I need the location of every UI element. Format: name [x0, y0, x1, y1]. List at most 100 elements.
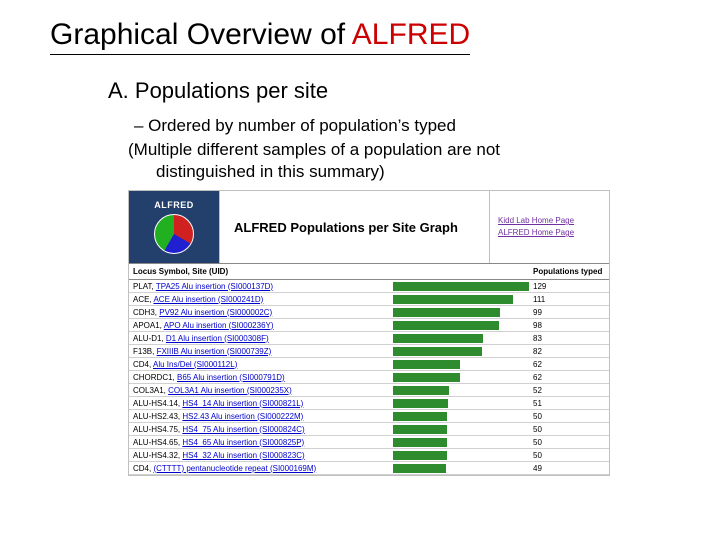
table-row: ACE, ACE Alu insertion (SI000241D)111 — [129, 293, 609, 306]
alfred-logo: ALFRED — [129, 191, 219, 263]
locus-link[interactable]: HS4_14 Alu insertion (SI000821L) — [182, 399, 303, 408]
graph-header: ALFRED ALFRED Populations per Site Graph… — [129, 191, 609, 263]
pop-value: 111 — [529, 293, 609, 306]
bar — [393, 412, 447, 421]
locus-prefix: ALU-D1, — [133, 334, 166, 343]
bar — [393, 438, 447, 447]
locus-cell: ALU-HS4.75, HS4_75 Alu insertion (SI0008… — [129, 423, 389, 436]
pop-value: 82 — [529, 345, 609, 358]
logo-text: ALFRED — [154, 200, 194, 210]
locus-link[interactable]: HS4_75 Alu insertion (SI000824C) — [182, 425, 304, 434]
locus-cell: ALU-D1, D1 Alu insertion (SI000308F) — [129, 332, 389, 345]
table-row: APOA1, APO Alu insertion (SI000236Y)98 — [129, 319, 609, 332]
bar-cell — [389, 332, 529, 345]
bar-cell — [389, 436, 529, 449]
bar — [393, 321, 499, 330]
locus-cell: APOA1, APO Alu insertion (SI000236Y) — [129, 319, 389, 332]
table-row: CD4, Alu Ins/Del (SI000112L) 62 — [129, 358, 609, 371]
locus-cell: ALU-HS4.65, HS4_65 Alu insertion (SI0008… — [129, 436, 389, 449]
bar-cell — [389, 397, 529, 410]
locus-link[interactable]: HS2.43 Alu insertion (SI000222M) — [182, 412, 303, 421]
link-lab-home[interactable]: Kidd Lab Home Page — [498, 215, 601, 227]
locus-link[interactable]: HS4_32 Alu insertion (SI000823C) — [182, 451, 304, 460]
bar-cell — [389, 423, 529, 436]
locus-prefix: ALU-HS4.14, — [133, 399, 182, 408]
locus-prefix: ALU-HS2.43, — [133, 412, 182, 421]
bar — [393, 425, 447, 434]
table-row: ALU-D1, D1 Alu insertion (SI000308F) 83 — [129, 332, 609, 345]
pop-value: 51 — [529, 397, 609, 410]
table-row: F13B, FXIIIB Alu insertion (SI000739Z) 82 — [129, 345, 609, 358]
locus-cell: F13B, FXIIIB Alu insertion (SI000739Z) — [129, 345, 389, 358]
locus-prefix: ALU-HS4.75, — [133, 425, 182, 434]
bar-cell — [389, 462, 529, 475]
populations-table: Locus Symbol, Site (UID) Populations typ… — [129, 263, 609, 475]
locus-prefix: CD4, — [133, 464, 153, 473]
col-header-locus: Locus Symbol, Site (UID) — [129, 264, 389, 280]
col-header-pop: Populations typed — [529, 264, 609, 280]
locus-prefix: F13B, — [133, 347, 157, 356]
title-highlight: ALFRED — [352, 18, 470, 51]
pie-icon — [154, 214, 194, 254]
embedded-graph: ALFRED ALFRED Populations per Site Graph… — [128, 190, 610, 476]
locus-prefix: CHORDC1, — [133, 373, 177, 382]
locus-link[interactable]: APO Alu insertion (SI000236Y) — [164, 321, 274, 330]
bar-cell — [389, 449, 529, 462]
pop-value: 62 — [529, 358, 609, 371]
locus-link[interactable]: ACE Alu insertion (SI000241D) — [153, 295, 263, 304]
table-row: PLAT, TPA25 Alu insertion (SI000137D) 129 — [129, 280, 609, 293]
locus-link[interactable]: TPA25 Alu insertion (SI000137D) — [156, 282, 273, 291]
graph-title: ALFRED Populations per Site Graph — [219, 191, 489, 263]
table-row: CDH3, PV92 Alu insertion (SI000002C)99 — [129, 306, 609, 319]
locus-link[interactable]: (CTTTT) pentanucleotide repeat (SI000169… — [153, 464, 316, 473]
locus-cell: PLAT, TPA25 Alu insertion (SI000137D) — [129, 280, 389, 293]
table-row: ALU-HS4.75, HS4_75 Alu insertion (SI0008… — [129, 423, 609, 436]
locus-link[interactable]: PV92 Alu insertion (SI000002C) — [159, 308, 272, 317]
bar-cell — [389, 384, 529, 397]
bar — [393, 282, 529, 291]
bar-cell — [389, 410, 529, 423]
pop-value: 129 — [529, 280, 609, 293]
locus-cell: CD4, Alu Ins/Del (SI000112L) — [129, 358, 389, 371]
locus-cell: ALU-HS4.32, HS4_32 Alu insertion (SI0008… — [129, 449, 389, 462]
bar — [393, 334, 483, 343]
slide-title: Graphical Overview of ALFRED — [50, 18, 470, 55]
title-prefix: Graphical Overview of — [50, 18, 352, 51]
table-row: ALU-HS2.43, HS2.43 Alu insertion (SI0002… — [129, 410, 609, 423]
bar-cell — [389, 371, 529, 384]
table-row: ALU-HS4.65, HS4_65 Alu insertion (SI0008… — [129, 436, 609, 449]
paren-line-2: distinguished in this summary) — [156, 162, 385, 182]
bar — [393, 451, 447, 460]
locus-link[interactable]: Alu Ins/Del (SI000112L) — [153, 360, 237, 369]
locus-link[interactable]: COL3A1 Alu insertion (SI000235X) — [168, 386, 292, 395]
table-row: CD4, (CTTTT) pentanucleotide repeat (SI0… — [129, 462, 609, 475]
bullet-ordered: – Ordered by number of population’s type… — [134, 116, 456, 136]
bar-cell — [389, 306, 529, 319]
bar — [393, 347, 482, 356]
table-row: ALU-HS4.14, HS4_14 Alu insertion (SI0008… — [129, 397, 609, 410]
bar — [393, 464, 446, 473]
bar-cell — [389, 358, 529, 371]
table-row: COL3A1, COL3A1 Alu insertion (SI000235X)… — [129, 384, 609, 397]
locus-link[interactable]: D1 Alu insertion (SI000308F) — [166, 334, 269, 343]
pop-value: 83 — [529, 332, 609, 345]
link-alfred-home[interactable]: ALFRED Home Page — [498, 227, 601, 239]
bar — [393, 308, 500, 317]
pop-value: 50 — [529, 436, 609, 449]
locus-cell: CD4, (CTTTT) pentanucleotide repeat (SI0… — [129, 462, 389, 475]
pop-value: 50 — [529, 449, 609, 462]
table-row: CHORDC1, B65 Alu insertion (SI000791D)62 — [129, 371, 609, 384]
pop-value: 50 — [529, 410, 609, 423]
locus-cell: CDH3, PV92 Alu insertion (SI000002C) — [129, 306, 389, 319]
pop-value: 50 — [529, 423, 609, 436]
locus-link[interactable]: B65 Alu insertion (SI000791D) — [177, 373, 285, 382]
col-header-bar — [389, 264, 529, 280]
locus-link[interactable]: HS4_65 Alu insertion (SI000825P) — [182, 438, 304, 447]
bar — [393, 360, 460, 369]
locus-prefix: APOA1, — [133, 321, 164, 330]
locus-link[interactable]: FXIIIB Alu insertion (SI000739Z) — [157, 347, 272, 356]
table-row: ALU-HS4.32, HS4_32 Alu insertion (SI0008… — [129, 449, 609, 462]
bar — [393, 295, 513, 304]
bar — [393, 373, 460, 382]
locus-prefix: COL3A1, — [133, 386, 168, 395]
